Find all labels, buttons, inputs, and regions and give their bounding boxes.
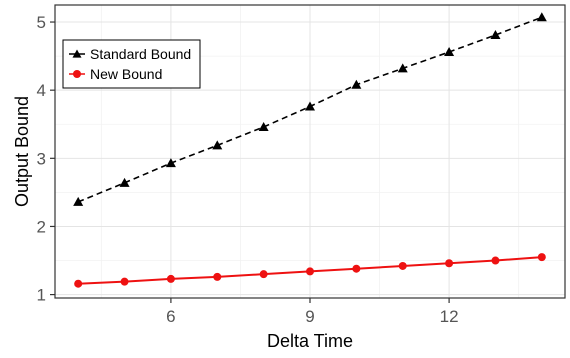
x-tick-label: 9 bbox=[305, 307, 314, 326]
data-point-circle bbox=[491, 256, 500, 265]
legend-box bbox=[62, 39, 201, 89]
series-layer bbox=[73, 12, 547, 288]
data-point-circle bbox=[120, 277, 129, 286]
legend-label-standard-bound: Standard Bound bbox=[90, 46, 191, 62]
data-point-triangle bbox=[212, 140, 223, 150]
legend-label-new-bound: New Bound bbox=[90, 66, 162, 82]
data-point-triangle bbox=[536, 12, 547, 22]
data-point-triangle bbox=[165, 158, 176, 168]
legend-marker-circle bbox=[73, 70, 81, 78]
x-tick-label: 12 bbox=[440, 307, 459, 326]
data-point-circle bbox=[398, 261, 407, 270]
data-point-circle bbox=[259, 270, 268, 279]
y-tick-label: 4 bbox=[37, 81, 46, 100]
x-tick-label: 6 bbox=[166, 307, 175, 326]
series-new-bound bbox=[74, 253, 546, 288]
data-point-circle bbox=[306, 267, 314, 276]
data-point-triangle bbox=[490, 29, 501, 39]
legend-item-new-bound: New Bound bbox=[69, 66, 162, 82]
legend: Standard Bound New Bound bbox=[62, 39, 201, 89]
data-point-circle bbox=[352, 264, 361, 273]
data-point-triangle bbox=[119, 177, 130, 187]
data-point-triangle bbox=[397, 63, 408, 73]
data-point-circle bbox=[213, 272, 222, 281]
y-tick-label: 2 bbox=[37, 217, 46, 236]
data-point-circle bbox=[74, 279, 83, 288]
data-point-circle bbox=[166, 274, 175, 283]
data-point-circle bbox=[445, 259, 454, 268]
legend-item-standard-bound: Standard Bound bbox=[69, 46, 191, 62]
data-point-triangle bbox=[73, 196, 84, 206]
x-axis-title: Delta Time bbox=[267, 331, 353, 351]
data-point-circle bbox=[537, 253, 546, 262]
legend-marker-triangle bbox=[72, 49, 82, 58]
y-tick-label: 5 bbox=[37, 13, 46, 32]
data-point-triangle bbox=[258, 121, 269, 131]
data-point-triangle bbox=[444, 47, 455, 57]
y-tick-label: 3 bbox=[37, 149, 46, 168]
data-point-triangle bbox=[305, 101, 315, 111]
y-axis-title: Output Bound bbox=[12, 96, 32, 207]
series-standard-bound bbox=[73, 12, 547, 206]
data-point-triangle bbox=[351, 79, 362, 89]
y-tick-label: 1 bbox=[37, 286, 46, 305]
